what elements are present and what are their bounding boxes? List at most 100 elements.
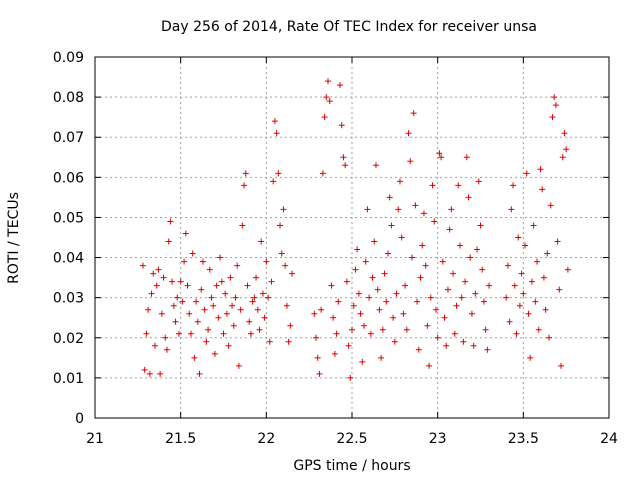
- data-point: [208, 294, 215, 301]
- data-point: [199, 258, 206, 265]
- data-point: [369, 274, 376, 281]
- data-point: [349, 326, 355, 333]
- data-point: [532, 298, 539, 305]
- data-point: [196, 370, 203, 377]
- data-point: [350, 302, 357, 309]
- data-point: [552, 102, 559, 109]
- data-point: [431, 218, 438, 225]
- data-point: [239, 222, 246, 229]
- data-point: [218, 278, 225, 285]
- data-point: [393, 290, 400, 297]
- data-point: [434, 334, 441, 341]
- y-tick-label: 0.07: [53, 130, 84, 146]
- data-point: [283, 302, 290, 309]
- data-point: [266, 338, 273, 345]
- data-point: [537, 166, 544, 173]
- data-point: [160, 274, 167, 281]
- data-point: [482, 326, 489, 333]
- data-point: [456, 242, 463, 249]
- data-point: [515, 234, 522, 241]
- data-point: [398, 234, 405, 241]
- data-point: [484, 346, 491, 353]
- data-point: [460, 338, 467, 345]
- data-point: [511, 282, 518, 289]
- data-point: [429, 182, 436, 189]
- data-point: [321, 114, 328, 121]
- data-point: [174, 294, 181, 301]
- data-point: [504, 262, 511, 269]
- x-tick-label: 23.5: [508, 431, 539, 447]
- data-point: [462, 278, 469, 285]
- data-point: [153, 282, 160, 289]
- grid-lines: [95, 57, 609, 418]
- data-point: [225, 342, 232, 349]
- axis-ticks: 21 21.5 22 22.5 23 23.5 24 0 0.01 0.02 0.03 0.04 0.0…: [53, 50, 618, 447]
- data-point: [564, 266, 571, 273]
- data-point: [314, 354, 321, 361]
- data-point: [194, 318, 201, 325]
- y-tick-label: 0: [75, 411, 84, 427]
- x-tick-label: 24: [600, 431, 618, 447]
- data-point: [155, 266, 162, 273]
- data-point: [405, 130, 412, 137]
- data-point: [458, 294, 465, 301]
- data-point: [451, 330, 458, 337]
- data-point: [263, 258, 270, 265]
- data-point: [237, 306, 244, 313]
- data-point: [268, 278, 275, 285]
- data-point: [448, 206, 455, 213]
- data-point: [198, 286, 205, 293]
- data-point: [516, 302, 523, 309]
- data-point: [278, 250, 285, 257]
- data-point: [486, 282, 493, 289]
- data-point: [403, 326, 410, 333]
- data-point: [165, 238, 172, 245]
- data-point: [247, 330, 254, 337]
- data-point: [391, 338, 398, 345]
- data-point: [475, 178, 482, 185]
- data-point: [544, 250, 551, 257]
- data-point: [355, 290, 362, 297]
- data-point: [215, 314, 222, 321]
- data-point: [468, 310, 475, 317]
- data-point: [551, 94, 558, 101]
- data-point: [162, 334, 169, 341]
- data-point: [400, 310, 407, 317]
- data-point: [343, 278, 350, 285]
- data-point: [331, 350, 338, 357]
- data-point: [249, 298, 256, 305]
- data-point: [374, 286, 381, 293]
- data-point: [258, 238, 265, 245]
- data-point: [311, 310, 318, 317]
- data-point: [408, 254, 415, 261]
- data-point: [246, 318, 253, 325]
- data-point: [203, 338, 210, 345]
- data-point: [285, 338, 292, 345]
- data-point: [534, 258, 541, 265]
- data-point: [410, 110, 417, 117]
- data-point: [362, 258, 369, 265]
- data-point: [424, 322, 431, 329]
- data-point: [559, 154, 566, 161]
- data-point: [323, 94, 330, 101]
- data-point: [282, 262, 289, 269]
- data-point: [179, 298, 186, 305]
- data-point: [206, 266, 213, 273]
- data-point: [542, 306, 549, 313]
- data-point: [201, 306, 208, 313]
- data-point: [253, 274, 260, 281]
- data-point: [318, 306, 325, 313]
- data-point: [432, 306, 439, 313]
- data-point: [535, 326, 542, 333]
- data-point: [479, 266, 486, 273]
- data-point: [508, 206, 515, 213]
- data-point: [381, 270, 388, 277]
- data-point: [251, 294, 258, 301]
- data-point: [463, 154, 470, 161]
- data-point: [319, 170, 326, 177]
- data-point: [186, 310, 193, 317]
- data-point: [371, 238, 378, 245]
- data-point: [366, 294, 373, 301]
- data-point: [146, 370, 153, 377]
